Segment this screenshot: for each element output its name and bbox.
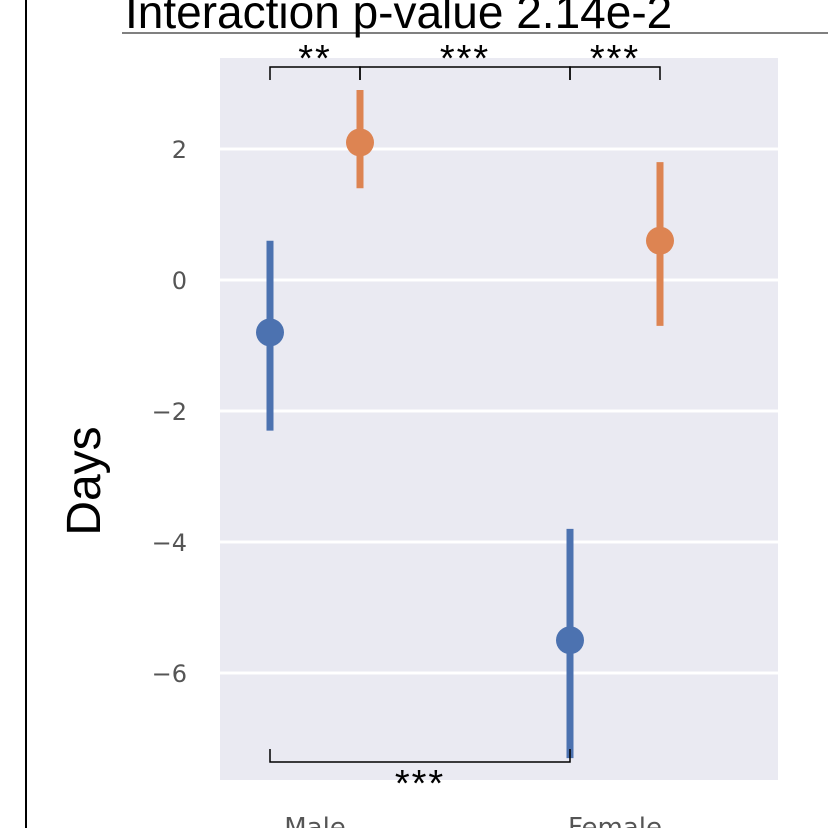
y-tick-labels: 2 0 −2 −4 −6 (152, 136, 187, 688)
chart-title: Interaction p-value 2.14e-2 (125, 0, 672, 38)
x-tick-label: Female (568, 813, 662, 828)
gridlines (220, 147, 778, 675)
bracket-line (269, 749, 571, 763)
bracket-line (569, 66, 661, 80)
x-tick-label: Male (284, 813, 346, 828)
x-tick-labels: Male Female (284, 813, 662, 828)
y-tick-label: 0 (172, 267, 187, 295)
significance-label: *** (440, 38, 490, 80)
y-tick-label: −2 (152, 398, 187, 426)
data-point (256, 318, 284, 347)
data-point (556, 626, 584, 655)
data-point (346, 128, 374, 157)
y-tick-label: 2 (172, 136, 187, 164)
y-tick-label: −6 (152, 660, 187, 688)
significance-label: ** (298, 38, 332, 80)
significance-bracket: *** (569, 38, 661, 80)
plot-area (220, 58, 778, 780)
significance-label: *** (590, 38, 640, 80)
y-axis-label: Days (58, 426, 111, 535)
significance-bracket: *** (359, 38, 571, 80)
significance-bracket: *** (269, 749, 571, 805)
significance-brackets: ** *** ****** (269, 38, 661, 805)
y-tick-label: −4 (152, 529, 187, 557)
data-points (256, 128, 674, 655)
data-point (646, 226, 674, 255)
significance-label: *** (395, 763, 445, 805)
